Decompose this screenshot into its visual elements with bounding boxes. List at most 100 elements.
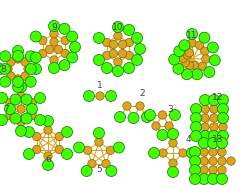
Circle shape	[102, 160, 110, 168]
Circle shape	[10, 94, 21, 105]
Circle shape	[6, 111, 14, 120]
Circle shape	[169, 139, 177, 147]
Circle shape	[69, 42, 80, 53]
Circle shape	[34, 92, 46, 104]
Circle shape	[158, 111, 167, 119]
Circle shape	[181, 69, 192, 80]
Circle shape	[59, 60, 70, 71]
Circle shape	[109, 40, 118, 49]
Circle shape	[179, 149, 187, 157]
Circle shape	[227, 157, 235, 165]
Circle shape	[200, 157, 208, 165]
Circle shape	[169, 54, 180, 65]
Circle shape	[113, 22, 123, 33]
Circle shape	[179, 54, 187, 63]
Circle shape	[199, 32, 210, 43]
Circle shape	[10, 113, 21, 124]
Circle shape	[67, 31, 78, 42]
Circle shape	[141, 112, 153, 122]
Circle shape	[15, 125, 27, 136]
Circle shape	[217, 130, 228, 142]
Circle shape	[114, 112, 126, 122]
Circle shape	[209, 157, 217, 165]
Circle shape	[54, 45, 62, 54]
Circle shape	[21, 72, 29, 80]
Circle shape	[209, 148, 217, 156]
Circle shape	[200, 175, 208, 183]
Circle shape	[181, 59, 189, 67]
Circle shape	[94, 128, 105, 139]
Circle shape	[201, 132, 209, 140]
Circle shape	[218, 175, 226, 183]
Circle shape	[23, 126, 34, 138]
Circle shape	[136, 102, 144, 110]
Circle shape	[67, 52, 78, 63]
Circle shape	[148, 147, 160, 159]
Circle shape	[125, 51, 134, 60]
Circle shape	[210, 114, 218, 122]
Circle shape	[13, 81, 24, 92]
Circle shape	[190, 112, 201, 123]
Circle shape	[14, 55, 22, 63]
Circle shape	[74, 142, 85, 153]
Circle shape	[7, 58, 15, 66]
Circle shape	[95, 138, 103, 146]
Circle shape	[25, 76, 36, 87]
Circle shape	[34, 115, 46, 125]
Circle shape	[114, 32, 122, 40]
Circle shape	[209, 175, 217, 183]
Circle shape	[198, 62, 207, 70]
Circle shape	[50, 38, 58, 46]
Text: 4: 4	[185, 136, 191, 145]
Circle shape	[174, 46, 185, 57]
Circle shape	[48, 20, 60, 32]
Circle shape	[7, 72, 15, 80]
Circle shape	[217, 104, 228, 115]
Circle shape	[6, 98, 14, 107]
Circle shape	[185, 49, 194, 57]
Circle shape	[21, 113, 32, 124]
Text: 7: 7	[3, 105, 9, 114]
Circle shape	[55, 132, 63, 141]
Circle shape	[61, 49, 69, 58]
Circle shape	[24, 65, 32, 73]
Circle shape	[173, 63, 184, 74]
Circle shape	[81, 166, 92, 177]
Circle shape	[96, 92, 104, 100]
Circle shape	[128, 112, 139, 123]
Circle shape	[208, 174, 219, 184]
Circle shape	[28, 111, 36, 120]
Circle shape	[42, 160, 54, 170]
Circle shape	[190, 130, 201, 142]
Circle shape	[190, 104, 201, 115]
Circle shape	[23, 149, 34, 160]
Circle shape	[59, 23, 70, 34]
Circle shape	[157, 129, 168, 140]
Circle shape	[50, 56, 58, 64]
Text: 5: 5	[96, 164, 102, 174]
Circle shape	[169, 159, 177, 167]
Circle shape	[132, 33, 143, 43]
Circle shape	[42, 115, 54, 126]
Circle shape	[44, 152, 52, 160]
Circle shape	[208, 138, 219, 149]
Text: 3: 3	[167, 105, 173, 115]
Circle shape	[106, 166, 117, 177]
Circle shape	[61, 36, 69, 45]
Circle shape	[5, 104, 15, 115]
Circle shape	[39, 49, 47, 58]
Circle shape	[17, 92, 25, 100]
Circle shape	[201, 123, 209, 131]
Circle shape	[202, 55, 210, 63]
Circle shape	[179, 40, 190, 51]
Circle shape	[183, 51, 192, 59]
Circle shape	[189, 164, 201, 176]
Circle shape	[208, 94, 220, 105]
Circle shape	[114, 142, 124, 153]
Circle shape	[190, 122, 201, 132]
Circle shape	[192, 69, 203, 80]
Circle shape	[189, 156, 201, 167]
Circle shape	[15, 81, 27, 92]
Circle shape	[55, 145, 63, 154]
Circle shape	[101, 63, 113, 74]
